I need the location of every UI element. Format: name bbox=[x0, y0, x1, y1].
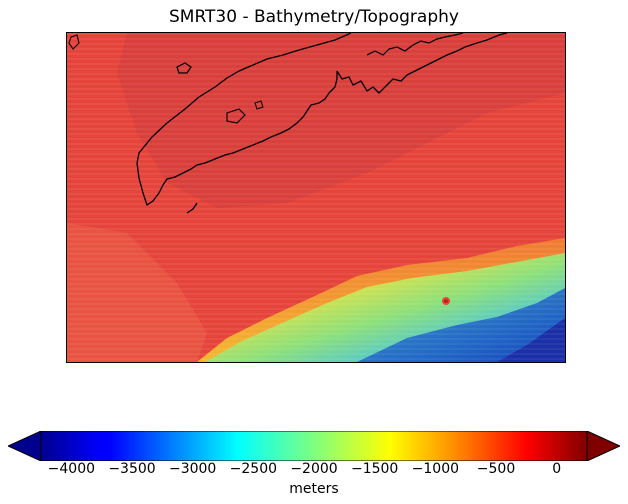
pei-outline bbox=[176, 62, 192, 74]
colorbar-tick-label: 0 bbox=[552, 461, 562, 477]
map-panel bbox=[66, 32, 566, 363]
colorbar-max-extend bbox=[586, 431, 620, 461]
colorbar bbox=[8, 431, 620, 461]
cape-breton-coastline bbox=[366, 33, 464, 56]
colorbar-tick-label: −2000 bbox=[290, 461, 338, 477]
colorbar-tick-label: −1000 bbox=[411, 461, 460, 477]
island-outline bbox=[68, 34, 80, 50]
colorbar-label: meters bbox=[289, 481, 339, 497]
island-outline bbox=[254, 100, 264, 110]
colorbar-tick-label: −4000 bbox=[47, 461, 96, 477]
colorbar-tick-label: −3000 bbox=[168, 461, 217, 477]
colorbar-tick-label: −3500 bbox=[108, 461, 156, 477]
nova-scotia-coastline bbox=[136, 33, 508, 214]
colorbar-tick-label: −2500 bbox=[229, 461, 278, 477]
island-outline bbox=[226, 108, 246, 124]
map-title: SMRT30 - Bathymetry/Topography bbox=[169, 7, 459, 27]
colorbar-gradient bbox=[40, 431, 588, 461]
colorbar-tick-label: −500 bbox=[476, 461, 516, 477]
bathymetry-map bbox=[67, 33, 565, 362]
colorbar-min-extend bbox=[8, 431, 42, 461]
colorbar-tick-label: −1500 bbox=[350, 461, 399, 477]
